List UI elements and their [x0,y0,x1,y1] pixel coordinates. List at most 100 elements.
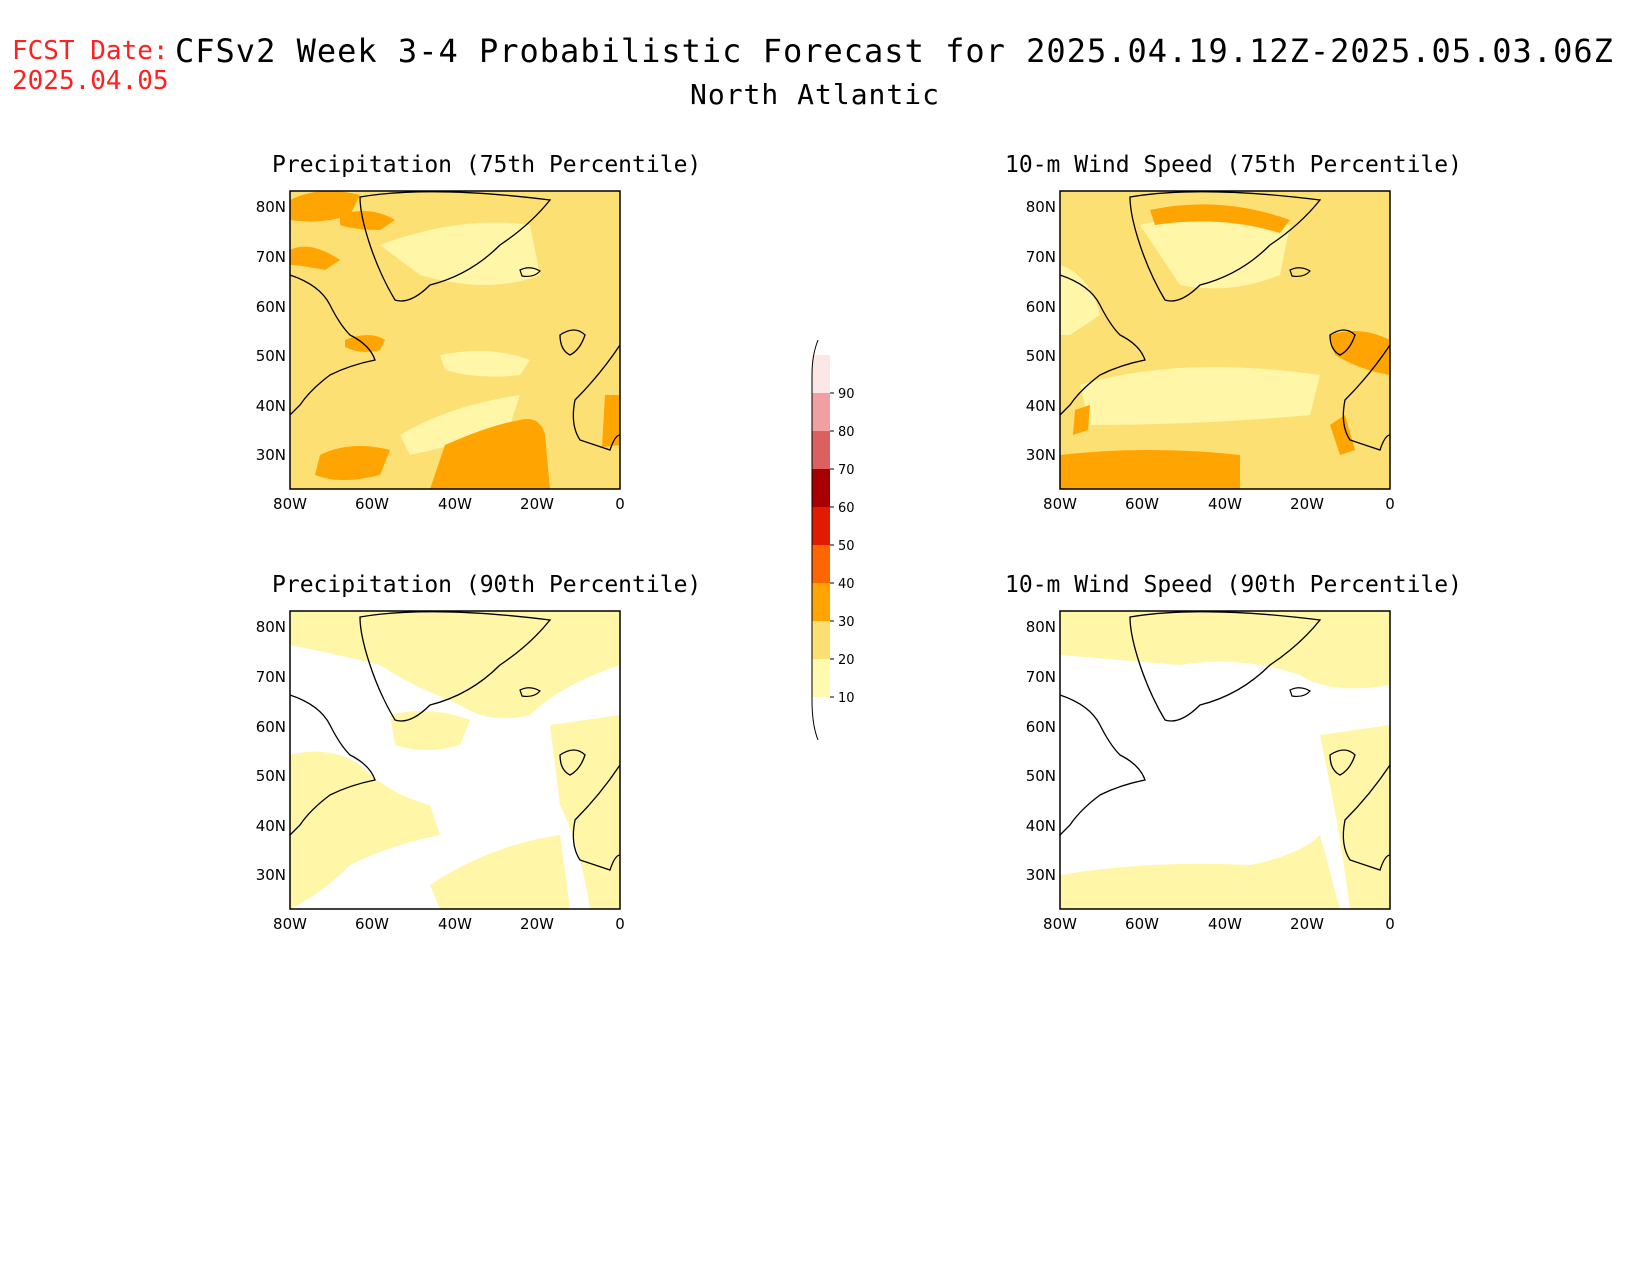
lon-tick-label: 40W [1208,495,1242,513]
lon-tick-label: 60W [1125,915,1159,933]
colorbar-block [812,545,830,583]
lon-tick-label: 0 [1385,915,1395,933]
lon-tick-label: 80W [273,495,307,513]
map-frame [1059,610,1391,910]
map-frame [1059,190,1391,490]
light-patch [390,711,470,750]
map-precip-75: 80N 70N 60N 50N 40N 30N 80W 60W 40W 20W … [256,190,625,513]
orange-patch [430,419,550,489]
colorbar-label: 50 [838,539,855,554]
lat-tick-label: 50N [256,347,286,365]
colorbar-block [812,583,830,621]
panel-title-precip-75: Precipitation (75th Percentile) [272,152,702,178]
orange-patch [315,446,390,480]
colorbar-label: 90 [838,387,855,402]
lon-tick-label: 60W [355,915,389,933]
light-patch [400,395,520,455]
orange-patch [345,335,385,352]
lon-tick-label: 40W [438,495,472,513]
lon-tick-label: 20W [520,915,554,933]
map-frame [289,610,621,910]
lat-tick-label: 40N [1026,397,1056,415]
light-patch [550,715,620,909]
lat-tick-label: 30N [256,446,286,464]
orange-patch [1073,405,1090,435]
lat-tick-label: 30N [1026,866,1056,884]
colorbar-label: 30 [838,615,855,630]
map-frame [289,190,621,490]
light-patch [380,222,540,285]
lon-tick-label: 0 [1385,495,1395,513]
lat-tick-label: 50N [256,767,286,785]
lat-tick-label: 50N [1026,347,1056,365]
lon-tick-label: 80W [273,915,307,933]
lat-tick-label: 70N [256,668,286,686]
europe-africa-coast [572,764,621,871]
europe-africa-coast [572,344,621,451]
lat-tick-label: 30N [1026,446,1056,464]
north-america-coast [1059,274,1146,416]
lon-tick-label: 60W [1125,495,1159,513]
map-precip-90: 80N 70N 60N 50N 40N 30N 80W 60W 40W 20W … [256,610,625,933]
lon-tick-label: 80W [1043,495,1077,513]
iceland-coast [519,687,541,698]
panel-title-precip-90: Precipitation (90th Percentile) [272,572,702,598]
colorbar-outline [811,339,819,741]
orange-patch [290,246,340,270]
british-isles-coast [559,749,586,776]
map-wind-75: 80N 70N 60N 50N 40N 30N 80W 60W 40W 20W … [1026,190,1395,513]
lat-tick-label: 80N [1026,618,1056,636]
colorbar-block [812,355,830,393]
light-patch [440,351,530,377]
colorbar-label: 60 [838,501,855,516]
colorbar-block [812,621,830,659]
light-patch [1060,611,1390,689]
orange-patch [1330,415,1355,455]
iceland-coast [1289,267,1311,278]
greenland-coast [359,191,552,302]
lon-tick-label: 0 [615,915,625,933]
british-isles-coast [1329,749,1356,776]
forecast-date-label: FCST Date: [12,36,169,66]
lat-tick-label: 60N [256,298,286,316]
lon-tick-label: 0 [615,495,625,513]
lon-tick-label: 60W [355,495,389,513]
forecast-date-value: 2025.04.05 [12,66,169,96]
iceland-coast [519,267,541,278]
orange-patch [602,395,620,447]
colorbar-label: 20 [838,653,855,668]
lat-tick-label: 40N [1026,817,1056,835]
panel-title-wind-90: 10-m Wind Speed (90th Percentile) [1005,572,1462,598]
lon-tick-label: 80W [1043,915,1077,933]
europe-africa-coast [1342,344,1391,451]
lat-tick-label: 60N [256,718,286,736]
panel-title-wind-75: 10-m Wind Speed (75th Percentile) [1005,152,1462,178]
light-patch [1080,367,1320,425]
colorbar-label: 40 [838,577,855,592]
lat-tick-label: 80N [256,618,286,636]
greenland-coast [1129,191,1322,302]
forecast-date-block: FCST Date: 2025.04.05 [12,36,169,96]
orange-patch [1060,450,1240,489]
light-patch [1140,215,1290,289]
colorbar-block [812,469,830,507]
colorbar-block [812,431,830,469]
colorbar: 90 80 70 60 50 40 30 20 10 [811,339,855,741]
lat-tick-label: 80N [1026,198,1056,216]
light-patch [1320,725,1390,909]
north-america-coast [1059,694,1146,836]
lon-tick-label: 40W [1208,915,1242,933]
colorbar-label: 10 [838,691,855,706]
north-america-coast [289,274,376,416]
lat-tick-label: 40N [256,397,286,415]
light-patch [290,611,620,719]
region-subtitle: North Atlantic [689,78,940,111]
lat-tick-label: 80N [256,198,286,216]
iceland-coast [1289,687,1311,698]
lon-tick-label: 20W [520,495,554,513]
lat-tick-label: 70N [1026,248,1056,266]
light-patch [290,751,440,909]
british-isles-coast [1329,329,1356,356]
page-title: CFSv2 Week 3-4 Probabilistic Forecast fo… [175,32,1614,70]
orange-patch [340,211,395,230]
